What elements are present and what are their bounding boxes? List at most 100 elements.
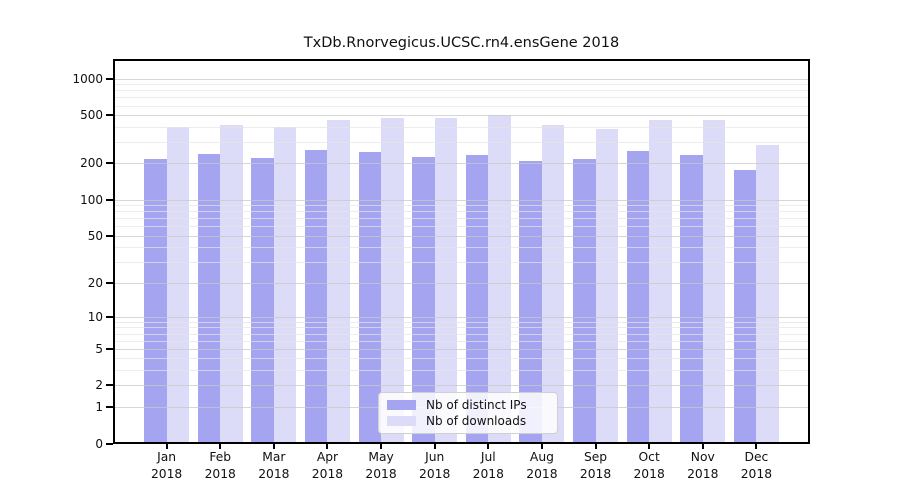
bar-downloads xyxy=(595,128,619,442)
x-tick-mark xyxy=(380,443,383,449)
y-tick-label: 100 xyxy=(80,192,103,207)
x-tick-label: Mar 2018 xyxy=(247,449,301,483)
gridline xyxy=(115,340,808,342)
x-tick-mark xyxy=(219,443,222,449)
x-tick-label-year: 2018 xyxy=(687,467,719,481)
x-tick-mark xyxy=(648,443,651,449)
x-tick-label-year: 2018 xyxy=(204,467,236,481)
bar-distinct-ips xyxy=(197,153,221,442)
x-tick-label-year: 2018 xyxy=(633,467,665,481)
gridline xyxy=(115,105,808,107)
gridline xyxy=(115,84,808,86)
y-tick-label: 2 xyxy=(95,378,103,393)
legend-label: Nb of distinct IPs xyxy=(426,398,527,412)
x-tick-label: Jan 2018 xyxy=(140,449,194,483)
x-tick-label: Feb 2018 xyxy=(193,449,247,483)
gridline xyxy=(115,163,808,165)
plot-area xyxy=(113,59,810,444)
gridline xyxy=(115,316,808,318)
bar-downloads xyxy=(381,118,404,442)
x-tick-label: Aug 2018 xyxy=(515,449,569,483)
y-tick-mark xyxy=(106,442,113,445)
x-tick-label: Jul 2018 xyxy=(461,449,515,483)
gridline xyxy=(115,262,808,264)
y-tick-mark xyxy=(106,162,113,165)
x-tick-label: Jun 2018 xyxy=(408,449,462,483)
x-tick-mark xyxy=(755,443,758,449)
x-tick-mark xyxy=(433,443,436,449)
x-tick-label: Sep 2018 xyxy=(569,449,623,483)
x-tick-label-year: 2018 xyxy=(740,467,773,481)
bar-downloads xyxy=(220,125,243,442)
y-tick-mark xyxy=(106,405,113,408)
x-tick-mark xyxy=(540,443,543,449)
gridline xyxy=(115,348,808,350)
bar-distinct-ips xyxy=(626,151,650,442)
gridline xyxy=(115,211,808,213)
legend-swatch-distinct-ips xyxy=(387,400,416,410)
x-tick-label-year: 2018 xyxy=(311,467,344,481)
x-tick-label: Dec 2018 xyxy=(729,449,783,483)
x-tick-mark xyxy=(487,443,490,449)
gridline xyxy=(115,90,808,92)
gridline xyxy=(115,247,808,249)
y-tick-mark xyxy=(106,315,113,318)
grid-layer xyxy=(115,61,808,442)
y-tick-mark xyxy=(106,234,113,237)
gridline xyxy=(115,321,808,323)
y-tick-label: 50 xyxy=(87,228,103,243)
x-tick-label-year: 2018 xyxy=(579,467,612,481)
x-tick-label-year: 2018 xyxy=(258,467,290,481)
x-tick-label: Oct 2018 xyxy=(622,449,676,483)
gridline xyxy=(115,358,808,360)
gridline xyxy=(115,205,808,207)
gridline xyxy=(115,199,808,201)
gridline xyxy=(115,327,808,329)
gridline xyxy=(115,385,808,387)
bar-distinct-ips xyxy=(304,149,328,442)
y-tick-label: 10 xyxy=(87,309,103,324)
gridline xyxy=(115,282,808,284)
x-tick-label-year: 2018 xyxy=(365,467,397,481)
x-tick-label-year: 2018 xyxy=(472,467,504,481)
legend-item-distinct-ips: Nb of distinct IPs xyxy=(385,397,551,413)
x-tick-mark xyxy=(165,443,168,449)
gridline xyxy=(115,333,808,335)
x-tick-label: Nov 2018 xyxy=(676,449,730,483)
gridline xyxy=(115,97,808,99)
gridline xyxy=(115,78,808,80)
x-tick-mark xyxy=(594,443,597,449)
bar-downloads xyxy=(488,115,511,442)
legend-label: Nb of downloads xyxy=(426,414,527,428)
bar-distinct-ips xyxy=(358,152,382,442)
y-tick-label: 20 xyxy=(87,275,103,290)
y-tick-mark xyxy=(106,77,113,80)
chart-title: TxDb.Rnorvegicus.UCSC.rn4.ensGene 2018 xyxy=(303,35,620,51)
y-tick-label: 5 xyxy=(95,341,103,356)
gridline xyxy=(115,370,808,372)
bar-distinct-ips xyxy=(733,169,757,442)
y-tick-label: 1 xyxy=(95,399,103,414)
x-tick-mark xyxy=(326,443,329,449)
y-tick-mark xyxy=(106,114,113,117)
y-tick-mark xyxy=(106,384,113,387)
y-tick-mark xyxy=(106,347,113,350)
gridline xyxy=(115,235,808,237)
gridline xyxy=(115,126,808,128)
bar-downloads xyxy=(434,117,458,442)
gridline xyxy=(115,218,808,220)
x-tick-label: May 2018 xyxy=(354,449,408,483)
x-tick-label-year: 2018 xyxy=(526,467,558,481)
x-tick-mark xyxy=(701,443,704,449)
x-tick-label: Apr 2018 xyxy=(300,449,354,483)
x-tick-label-year: 2018 xyxy=(150,467,183,481)
gridline xyxy=(115,142,808,144)
legend: Nb of distinct IPs Nb of downloads xyxy=(378,392,558,434)
gridline xyxy=(115,115,808,117)
y-tick-mark xyxy=(106,281,113,284)
y-tick-label: 1000 xyxy=(72,71,103,86)
y-tick-label: 200 xyxy=(80,156,103,171)
legend-swatch-downloads xyxy=(387,416,416,426)
y-tick-label: 500 xyxy=(80,108,103,123)
